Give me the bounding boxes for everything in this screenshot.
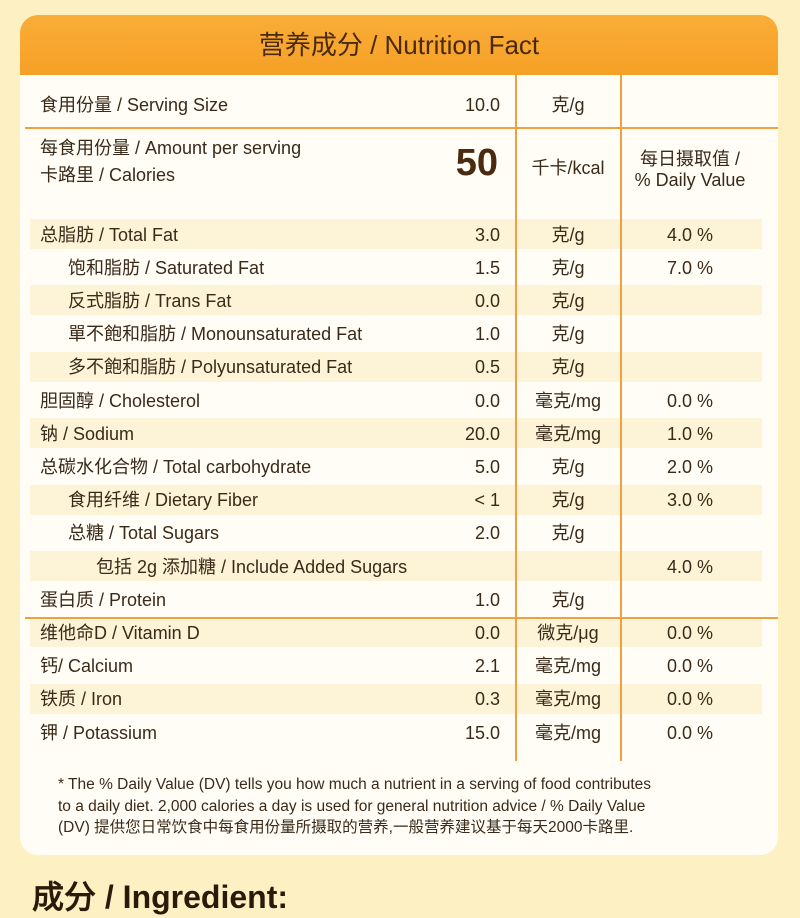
nutrient-unit: 克/g	[551, 457, 585, 477]
nutrient-name: 总碳水化合物 / Total carbohydrate	[40, 457, 312, 477]
row-band	[30, 418, 762, 449]
nutrient-unit: 克/g	[551, 257, 585, 278]
serving-value: 10.0	[464, 95, 500, 115]
row-band	[30, 351, 762, 382]
nutrient-value: 2.1	[474, 656, 500, 677]
nutrient-value: < 1	[474, 490, 500, 511]
nutrient-name: 铁质 / Iron	[40, 689, 123, 710]
nutrient-value: 1.0	[474, 589, 500, 610]
footnote: to a daily diet. 2,000 calories a day is…	[58, 797, 646, 815]
nutrient-value: 2.0	[474, 523, 500, 544]
nutrient-unit: 克/g	[551, 357, 585, 378]
row-band	[30, 219, 762, 249]
nutrient-name: 饱和脂肪 / Saturated Fat	[68, 257, 265, 278]
nutrient-value: 1.0	[474, 324, 500, 345]
nutrition-card: 营养成分 / Nutrition Fact 总脂肪 / Total Fat 3.0…	[20, 15, 778, 855]
dv-header: 每日摄取值 /	[639, 149, 740, 169]
nutrient-value: 20.0	[464, 423, 500, 444]
calories-unit: 千卡/kcal	[531, 158, 605, 178]
nutrient-unit: 克/g	[551, 523, 585, 544]
calories-label: 每食用份量 / Amount per serving	[40, 138, 302, 158]
footnote: (DV) 提供您日常饮食中每食用份量所摄取的营养,一般营养建议基于每天2000卡…	[58, 819, 634, 836]
column-divider	[620, 75, 622, 762]
nutrient-value: 3.0	[474, 224, 500, 245]
nutrient-unit: 克/g	[551, 324, 585, 345]
nutrient-value: 0.5	[474, 357, 500, 378]
nutrient-unit: 毫克/mg	[534, 689, 601, 710]
footnote: * The % Daily Value (DV) tells you how m…	[58, 776, 652, 793]
nutrient-dv: 0.0 %	[666, 689, 714, 710]
nutrient-name: 反式脂肪 / Trans Fat	[68, 291, 232, 311]
nutrient-name: 总糖 / Total Sugars	[68, 523, 220, 544]
nutrient-dv: 4.0 %	[666, 224, 714, 245]
nutrient-unit: 克/g	[551, 589, 585, 610]
nutrient-name: 單不飽和脂肪 / Monounsaturated Fat	[68, 324, 363, 345]
nutrient-dv: 3.0 %	[666, 490, 714, 511]
header-title: 营养成分 / Nutrition Fact	[258, 30, 540, 60]
serving-label: 食用份量 / Serving Size	[40, 95, 229, 115]
row-band	[30, 551, 762, 581]
dv-header: % Daily Value	[634, 170, 746, 190]
row-band	[30, 484, 762, 515]
row-band	[30, 285, 762, 316]
calories-value: 50	[455, 142, 498, 184]
nutrient-unit: 毫克/mg	[534, 722, 601, 743]
row-divider	[25, 617, 778, 619]
nutrient-dv: 0.0 %	[666, 623, 714, 643]
nutrient-dv: 4.0 %	[666, 556, 714, 577]
nutrient-dv: 0.0 %	[666, 656, 714, 677]
nutrient-value: 5.0	[474, 457, 500, 477]
nutrient-unit: 克/g	[551, 490, 585, 511]
nutrient-unit: 微克/μg	[537, 623, 599, 643]
nutrient-unit: 毫克/mg	[534, 656, 601, 677]
nutrient-dv: 0.0 %	[666, 722, 714, 743]
nutrient-unit: 克/g	[551, 224, 585, 245]
nutrient-name: 蛋白质 / Protein	[40, 589, 167, 610]
nutrient-name: 胆固醇 / Cholesterol	[40, 390, 201, 411]
nutrient-name: 食用纤维 / Dietary Fiber	[68, 490, 259, 511]
nutrient-value: 0.0	[474, 623, 500, 643]
nutrient-name: 多不飽和脂肪 / Polyunsaturated Fat	[68, 357, 353, 378]
row-band	[30, 683, 762, 714]
nutrient-dv: 2.0 %	[666, 457, 714, 477]
calories-label: 卡路里 / Calories	[40, 165, 176, 185]
nutrient-name: 维他命D / Vitamin D	[40, 623, 200, 643]
nutrient-value: 0.3	[474, 689, 500, 710]
header-bar	[20, 15, 778, 75]
nutrient-name: 钾 / Potassium	[40, 722, 158, 743]
nutrient-dv: 0.0 %	[666, 390, 714, 411]
nutrient-value: 1.5	[474, 257, 500, 278]
row-divider	[25, 127, 778, 129]
row-band	[30, 617, 762, 648]
nutrient-unit: 克/g	[551, 291, 585, 311]
nutrient-value: 0.0	[474, 390, 500, 411]
nutrient-value: 15.0	[464, 722, 500, 743]
nutrient-name: 钙/ Calcium	[40, 656, 134, 677]
ingredient-title: 成分 / Ingredient:	[32, 879, 289, 915]
column-divider	[515, 75, 517, 762]
serving-unit: 克/g	[551, 95, 585, 115]
nutrient-value: 0.0	[474, 291, 500, 311]
nutrient-dv: 1.0 %	[666, 423, 714, 444]
nutrient-dv: 7.0 %	[666, 257, 714, 278]
nutrient-name: 总脂肪 / Total Fat	[40, 224, 179, 245]
nutrient-unit: 毫克/mg	[534, 390, 601, 411]
nutrient-unit: 毫克/mg	[534, 423, 601, 444]
nutrient-name: 包括 2g 添加糖 / Include Added Sugars	[96, 556, 408, 577]
nutrient-name: 钠 / Sodium	[40, 423, 135, 444]
